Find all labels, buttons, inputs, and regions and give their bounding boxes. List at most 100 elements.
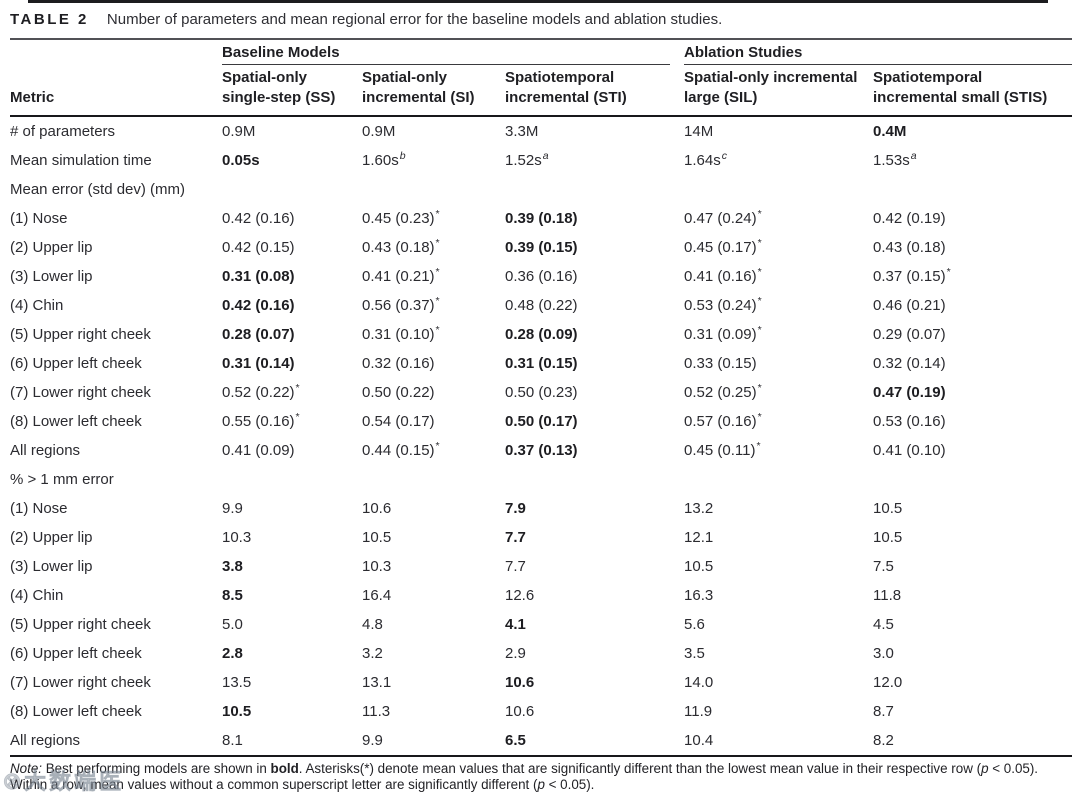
- value-cell: 8.7: [873, 702, 894, 720]
- value-cell: 0.31 (0.08): [222, 267, 295, 285]
- value-cell: 0.28 (0.09): [505, 325, 578, 343]
- table-label: TABLE 2: [10, 11, 89, 28]
- metric-cell: (5) Upper right cheek: [10, 615, 151, 633]
- value-cell: 3.5: [684, 644, 705, 662]
- value-cell: 4.1: [505, 615, 526, 633]
- value-cell: 7.5: [873, 557, 894, 575]
- value-cell: 0.28 (0.07): [222, 325, 295, 343]
- value-cell: 0.48 (0.22): [505, 296, 578, 314]
- value-cell: 1.64sc: [684, 149, 727, 169]
- metric-cell: (8) Lower left cheek: [10, 702, 142, 720]
- value-cell: 0.41 (0.21)*: [362, 265, 440, 285]
- table-row: All regions 8.1 9.9 6.5 10.4 8.2: [10, 726, 1072, 756]
- column-header-metric: Metric: [10, 65, 222, 117]
- table-row: # of parameters 0.9M 0.9M 3.3M 14M 0.4M: [10, 116, 1072, 146]
- value-cell: 0.43 (0.18): [873, 238, 946, 256]
- value-cell: 0.41 (0.16)*: [684, 265, 762, 285]
- metric-cell: (8) Lower left cheek: [10, 412, 142, 430]
- metric-cell: Mean error (std dev) (mm): [10, 180, 186, 198]
- value-cell: 13.5: [222, 673, 252, 691]
- value-cell: 10.5: [873, 528, 903, 546]
- note-p-symbol: p: [981, 761, 989, 776]
- value-cell: 12.6: [505, 586, 535, 604]
- value-cell: 0.53 (0.24)*: [684, 294, 762, 314]
- value-cell: 0.43 (0.18)*: [362, 236, 440, 256]
- value-cell: 14M: [684, 122, 714, 140]
- metric-cell: % > 1 mm error: [10, 470, 114, 488]
- column-header-sti: Spatiotemporal incremental (STI): [505, 65, 685, 117]
- value-cell: 0.56 (0.37)*: [362, 294, 440, 314]
- value-cell: 0.29 (0.07): [873, 325, 946, 343]
- value-cell: 3.0: [873, 644, 894, 662]
- value-cell: 0.4M: [873, 122, 907, 140]
- table-row: (3) Lower lip 0.31 (0.08) 0.41 (0.21)* 0.36…: [10, 262, 1072, 291]
- metric-cell: (3) Lower lip: [10, 267, 93, 285]
- value-cell: 10.4: [684, 731, 714, 749]
- value-cell: 0.39 (0.18): [505, 209, 578, 227]
- value-cell: 3.3M: [505, 122, 539, 140]
- value-cell: 7.7: [505, 557, 526, 575]
- value-cell: 0.31 (0.15): [505, 354, 578, 372]
- value-cell: 4.5: [873, 615, 894, 633]
- value-cell: 10.5: [684, 557, 714, 575]
- table-row: (2) Upper lip 0.42 (0.15) 0.43 (0.18)* 0.39…: [10, 233, 1072, 262]
- value-cell: 10.5: [222, 702, 252, 720]
- section-row: Mean error (std dev) (mm): [10, 175, 1072, 204]
- value-cell: 1.52sa: [505, 149, 549, 169]
- metric-cell: (1) Nose: [10, 499, 68, 517]
- value-cell: 0.42 (0.16): [222, 296, 295, 314]
- value-cell: 0.50 (0.17): [505, 412, 578, 430]
- table-row: (3) Lower lip 3.8 10.3 7.7 10.5 7.5: [10, 552, 1072, 581]
- value-cell: 0.41 (0.09): [222, 441, 295, 459]
- table-note: Note: Best performing models are shown i…: [10, 761, 1072, 792]
- note-text: . Asterisks(*) denote mean values that a…: [298, 761, 982, 776]
- value-cell: 1.60sb: [362, 149, 406, 169]
- metric-cell: (2) Upper lip: [10, 528, 93, 546]
- value-cell: 8.1: [222, 731, 243, 749]
- value-cell: 2.8: [222, 644, 243, 662]
- metric-cell: (5) Upper right cheek: [10, 325, 151, 343]
- value-cell: 7.9: [505, 499, 526, 517]
- note-text: < 0.05).: [544, 776, 595, 792]
- column-header-ss: Spatial-only single-step (SS): [222, 65, 362, 117]
- table-body: # of parameters 0.9M 0.9M 3.3M 14M 0.4M Mean s…: [10, 116, 1072, 756]
- section-row: % > 1 mm error: [10, 465, 1072, 494]
- metric-cell: (3) Lower lip: [10, 557, 93, 575]
- value-cell: 0.9M: [222, 122, 256, 140]
- table-row: (5) Upper right cheek 5.0 4.8 4.1 5.6 4.5: [10, 610, 1072, 639]
- value-cell: 4.8: [362, 615, 383, 633]
- metric-cell: (4) Chin: [10, 586, 64, 604]
- table-caption-row: TABLE 2 Number of parameters and mean reg…: [10, 9, 1072, 31]
- note-text: Best performing models are shown in: [42, 761, 271, 776]
- value-cell: 3.2: [362, 644, 383, 662]
- column-header-stis: Spatiotemporal incremental small (STIS): [873, 65, 1073, 117]
- value-cell: 0.45 (0.17)*: [684, 236, 762, 256]
- metric-cell: All regions: [10, 441, 81, 459]
- value-cell: 0.50 (0.22): [362, 383, 435, 401]
- value-cell: 13.1: [362, 673, 392, 691]
- value-cell: 0.31 (0.14): [222, 354, 295, 372]
- value-cell: 10.6: [362, 499, 392, 517]
- value-cell: 11.8: [873, 586, 902, 604]
- value-cell: 0.36 (0.16): [505, 267, 578, 285]
- value-cell: 0.45 (0.23)*: [362, 207, 440, 227]
- table-caption: Number of parameters and mean regional e…: [106, 11, 723, 28]
- note-p-symbol: p: [537, 776, 545, 792]
- value-cell: 0.53 (0.16): [873, 412, 946, 430]
- value-cell: 6.5: [505, 731, 526, 749]
- metric-cell: Mean simulation time: [10, 151, 152, 169]
- column-header-sil: Spatial-only incremental large (SIL): [684, 65, 874, 117]
- value-cell: 7.7: [505, 528, 526, 546]
- group-header-ablation: Ablation Studies: [684, 39, 1073, 65]
- value-cell: 0.50 (0.23): [505, 383, 578, 401]
- value-cell: 16.4: [362, 586, 392, 604]
- note-text: < 0.05). Within a row, mean values witho…: [10, 761, 1039, 792]
- value-cell: 11.9: [684, 702, 713, 720]
- metric-cell: (6) Upper left cheek: [10, 354, 142, 372]
- table-row: (2) Upper lip 10.3 10.5 7.7 12.1 10.5: [10, 523, 1072, 552]
- metric-cell: (2) Upper lip: [10, 238, 93, 256]
- value-cell: 0.31 (0.09)*: [684, 323, 762, 343]
- value-cell: 9.9: [362, 731, 383, 749]
- value-cell: 10.3: [362, 557, 392, 575]
- column-header-si: Spatial-only incremental (SI): [362, 65, 505, 117]
